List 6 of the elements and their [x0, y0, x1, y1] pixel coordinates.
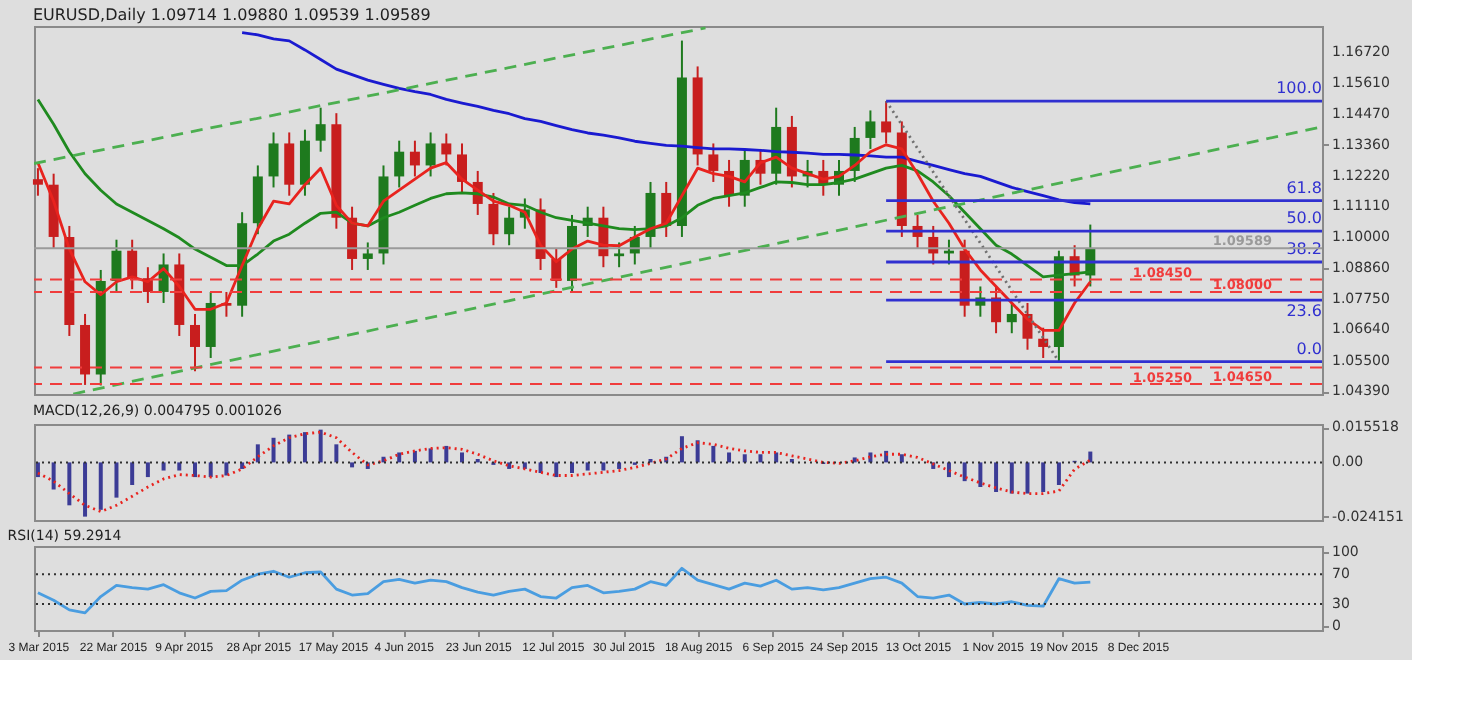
series-label: 100.0: [1276, 79, 1322, 98]
series-label: 50.0: [1286, 209, 1322, 228]
series-label: 0.0: [1296, 339, 1322, 358]
chart-title: EURUSD,Daily 1.09714 1.09880 1.09539 1.09589: [32, 6, 431, 24]
series-label: 23.6: [1286, 302, 1322, 321]
series-label: 61.8: [1286, 178, 1322, 197]
